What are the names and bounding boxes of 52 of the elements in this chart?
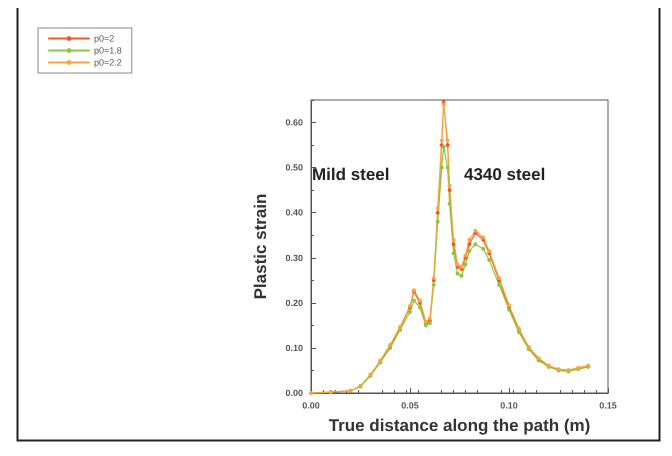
point (448, 184, 452, 188)
x-tick-label: 0.05 (401, 400, 419, 410)
point (473, 242, 478, 246)
point (516, 330, 521, 334)
point (446, 138, 450, 143)
point (440, 166, 444, 170)
point (446, 166, 450, 170)
point (436, 220, 440, 224)
y-tick-label: 0.60 (285, 118, 303, 128)
point (448, 188, 452, 192)
y-tick-label: 0.20 (285, 298, 303, 308)
point (459, 264, 464, 269)
y-axis-title: Plastic strain (251, 194, 270, 300)
point (408, 310, 412, 314)
x-tick-label: 0.15 (599, 400, 617, 410)
point (442, 102, 446, 107)
x-tick-label: 0.00 (302, 400, 320, 410)
point (436, 206, 440, 210)
y-tick-label: 0.40 (285, 208, 303, 218)
point (497, 282, 502, 287)
point (481, 235, 486, 240)
legend-label: p0=2 (94, 34, 114, 44)
point (452, 251, 456, 256)
point (467, 249, 472, 254)
y-tick-label: 0.50 (285, 162, 303, 173)
point (418, 305, 422, 310)
point (428, 321, 432, 326)
y-tick-label: 0.30 (285, 252, 303, 263)
x-axis-title: True distance along the path (m) (328, 416, 590, 435)
point (487, 258, 492, 262)
point (467, 238, 472, 242)
point (452, 242, 456, 246)
legend-label: p0=1.8 (94, 46, 122, 56)
annotation: 4340 steel (464, 165, 546, 184)
y-tick-label: 0.00 (285, 388, 303, 398)
point (432, 282, 436, 287)
point (440, 138, 444, 143)
point (446, 143, 450, 148)
point (452, 238, 456, 242)
x-tick-label: 0.10 (500, 400, 518, 410)
point (448, 202, 452, 206)
point (507, 308, 511, 312)
annotation: Mild steel (312, 165, 390, 184)
point (436, 210, 440, 215)
y-tick-label: 0.10 (285, 342, 303, 353)
point (467, 242, 472, 246)
point (481, 246, 486, 251)
point (459, 274, 464, 278)
point (412, 298, 416, 303)
point (456, 272, 460, 276)
legend-label: p0=2.2 (94, 58, 122, 68)
point (463, 262, 468, 267)
